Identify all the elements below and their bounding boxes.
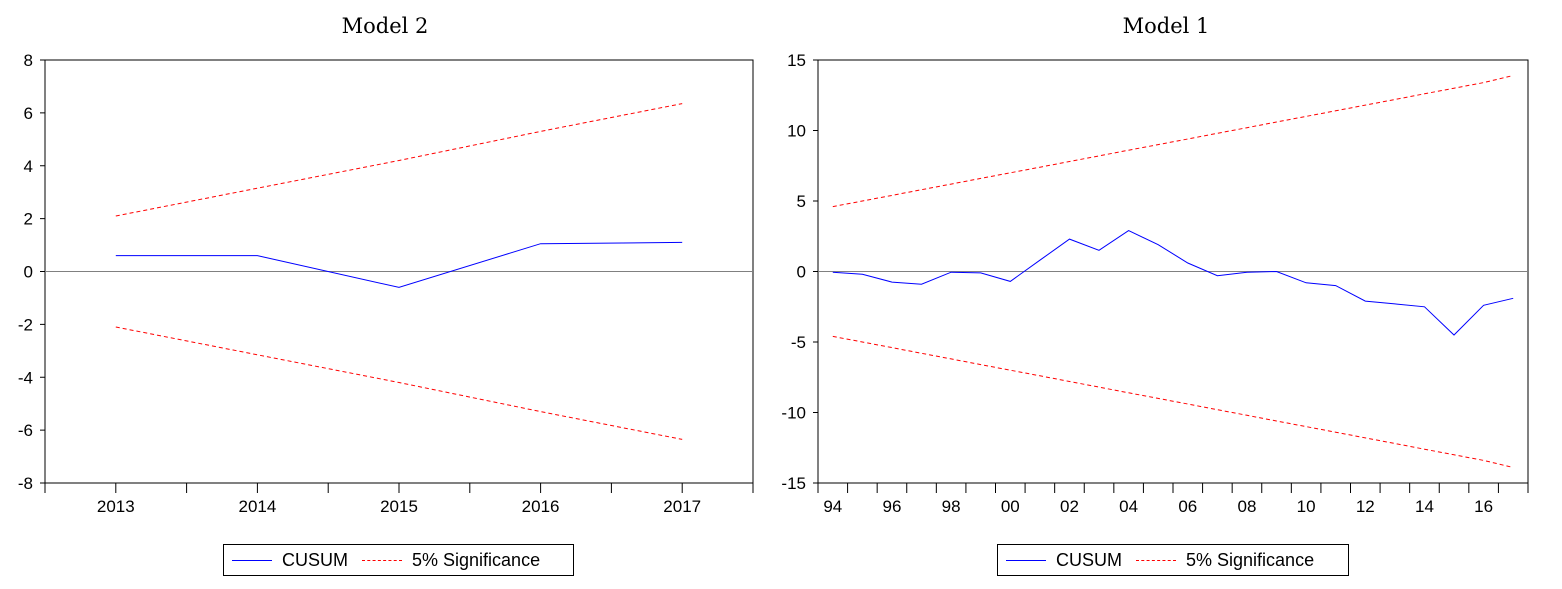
y-tick-label: -5 <box>791 333 806 352</box>
legend-label-cusum: CUSUM <box>1056 549 1122 570</box>
series-line-cusum <box>115 241 683 288</box>
chart-legend: CUSUM 5% Significance <box>223 544 574 576</box>
series-line-significance-lower <box>115 326 683 440</box>
x-tick-label: 96 <box>882 497 901 516</box>
x-tick-label: 94 <box>823 497 842 516</box>
y-tick-label: 0 <box>797 263 806 282</box>
y-tick-label: 0 <box>24 263 33 282</box>
chart-panel-model-2: Model 2 8 6 4 2 0 -2 -4 -6 -8 2013 2014 2015 2016 201… <box>0 0 770 589</box>
y-tick-label: -15 <box>781 474 806 493</box>
y-tick-label: 8 <box>24 51 33 70</box>
x-tick-label: 10 <box>1297 497 1316 516</box>
legend-item-significance: 5% Significance <box>362 550 540 571</box>
x-tick-label: 04 <box>1119 497 1138 516</box>
x-tick-label: 2016 <box>522 497 560 516</box>
legend-swatch-significance <box>1136 559 1176 561</box>
x-tick-label: 02 <box>1060 497 1079 516</box>
legend-label-cusum: CUSUM <box>282 549 348 570</box>
series-line-significance-upper <box>115 103 683 217</box>
y-tick-label: 10 <box>787 122 806 141</box>
legend-label-significance: 5% Significance <box>412 549 541 570</box>
y-tick-label: -8 <box>18 474 33 493</box>
legend-label-significance: 5% Significance <box>1186 549 1315 570</box>
series-line-significance-lower <box>832 335 1514 468</box>
y-tick-label: -2 <box>18 315 33 334</box>
legend-item-cusum: CUSUM <box>232 550 348 571</box>
x-tick-label: 2013 <box>97 497 135 516</box>
y-tick-label: 2 <box>24 210 33 229</box>
series-line-cusum <box>832 230 1514 336</box>
chart-panel-model-1: Model 1 15 10 5 0 -5 -10 -15 94 96 98 00 02 04 06 08 10… <box>770 0 1562 589</box>
chart-legend: CUSUM 5% Significance <box>997 544 1349 576</box>
legend-swatch-significance <box>362 559 402 561</box>
chart-title: Model 1 <box>1122 14 1210 38</box>
chart-plot-model-1: 15 10 5 0 -5 -10 -15 94 96 98 00 02 04 06 08 10 12 14 16 <box>781 51 1529 516</box>
chart-plot-model-2: 8 6 4 2 0 -2 -4 -6 -8 2013 2014 2015 2016 2017 <box>18 51 754 516</box>
x-tick-label: 2015 <box>380 497 418 516</box>
y-tick-label: 5 <box>797 192 806 211</box>
legend-item-significance: 5% Significance <box>1136 550 1314 571</box>
x-tick-label: 12 <box>1356 497 1375 516</box>
y-tick-label: 4 <box>24 157 33 176</box>
legend-swatch-cusum <box>232 559 272 561</box>
series-line-significance-upper <box>832 75 1514 208</box>
x-tick-label: 16 <box>1474 497 1493 516</box>
x-tick-label: 2017 <box>663 497 701 516</box>
legend-item-cusum: CUSUM <box>1006 550 1122 571</box>
x-tick-label: 2014 <box>238 497 276 516</box>
y-tick-label: 6 <box>24 104 33 123</box>
x-tick-label: 00 <box>1001 497 1020 516</box>
y-tick-label: -10 <box>781 404 806 423</box>
x-tick-label: 06 <box>1178 497 1197 516</box>
chart-title: Model 2 <box>341 14 429 38</box>
x-tick-label: 08 <box>1237 497 1256 516</box>
y-tick-label: -4 <box>18 368 33 387</box>
x-tick-label: 98 <box>942 497 961 516</box>
legend-swatch-cusum <box>1006 559 1046 561</box>
y-tick-label: -6 <box>18 421 33 440</box>
x-tick-label: 14 <box>1415 497 1434 516</box>
y-tick-label: 15 <box>787 51 806 70</box>
